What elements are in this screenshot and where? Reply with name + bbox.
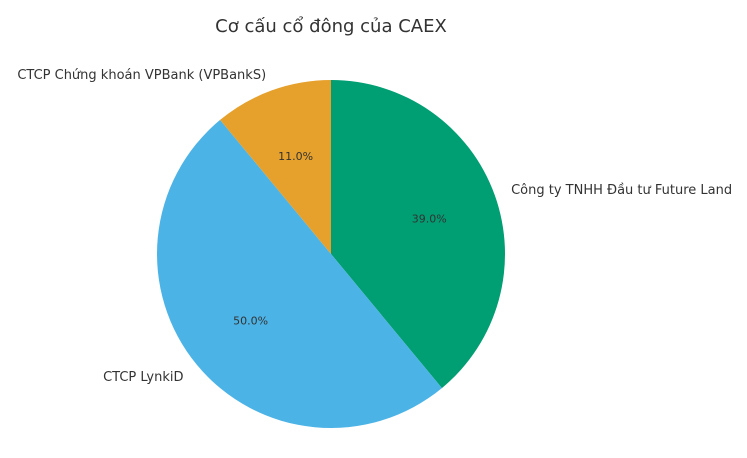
pie-slice-ctcp-chung-khoan-vpbank-vpbanks	[220, 80, 331, 254]
pie-percent-label: 39.0%	[412, 213, 447, 226]
pie-percent-label: 50.0%	[233, 315, 268, 328]
pie-slice-cong-ty-tnhh-dau-tu-future-land	[331, 80, 505, 389]
pie-category-label: Công ty TNHH Đầu tư Future Land	[511, 183, 732, 198]
pie-category-label: CTCP Chứng khoán VPBank (VPBankS)	[17, 68, 266, 83]
pie-slices	[157, 80, 505, 428]
pie-category-label: CTCP LynkiD	[103, 370, 183, 385]
pie-slice-ctcp-lynkid	[157, 119, 442, 428]
pie-labels: 39.0% Công ty TNHH Đầu tư Future Land 50.0…	[17, 68, 732, 385]
chart-title: Cơ cấu cổ đông của CAEX	[215, 16, 447, 37]
pie-percent-label: 11.0%	[278, 150, 313, 163]
